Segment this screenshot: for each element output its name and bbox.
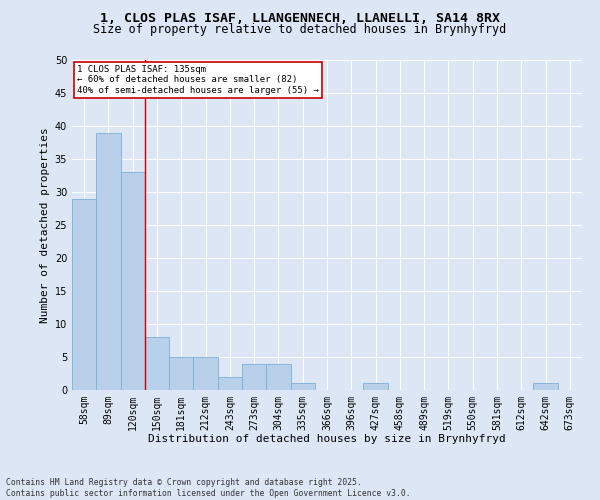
Bar bbox=[242, 364, 266, 390]
Text: 1, CLOS PLAS ISAF, LLANGENNECH, LLANELLI, SA14 8RX: 1, CLOS PLAS ISAF, LLANGENNECH, LLANELLI… bbox=[100, 12, 500, 26]
Bar bbox=[533, 384, 558, 390]
Bar bbox=[72, 198, 96, 390]
Bar bbox=[193, 357, 218, 390]
Bar bbox=[169, 357, 193, 390]
Bar bbox=[266, 364, 290, 390]
Y-axis label: Number of detached properties: Number of detached properties bbox=[40, 127, 50, 323]
Bar bbox=[121, 172, 145, 390]
Bar bbox=[218, 377, 242, 390]
Text: 1 CLOS PLAS ISAF: 135sqm
← 60% of detached houses are smaller (82)
40% of semi-d: 1 CLOS PLAS ISAF: 135sqm ← 60% of detach… bbox=[77, 65, 319, 95]
Text: Size of property relative to detached houses in Brynhyfryd: Size of property relative to detached ho… bbox=[94, 22, 506, 36]
Text: Contains HM Land Registry data © Crown copyright and database right 2025.
Contai: Contains HM Land Registry data © Crown c… bbox=[6, 478, 410, 498]
Bar bbox=[145, 337, 169, 390]
Bar bbox=[290, 384, 315, 390]
X-axis label: Distribution of detached houses by size in Brynhyfryd: Distribution of detached houses by size … bbox=[148, 434, 506, 444]
Bar bbox=[364, 384, 388, 390]
Bar bbox=[96, 132, 121, 390]
